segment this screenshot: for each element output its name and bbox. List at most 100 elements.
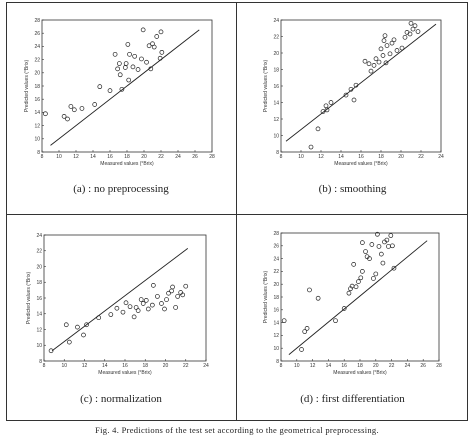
x-tick-label: 8 — [280, 154, 283, 160]
x-tick-label: 22 — [158, 154, 164, 160]
caption-c: (c) : normalization — [80, 393, 162, 405]
data-point — [399, 45, 405, 51]
y-tick-label: 14 — [273, 100, 279, 106]
data-point — [138, 297, 144, 302]
caption-d: (d) : first differentiation — [300, 393, 405, 405]
scatter-plot-c: 8 10 12 14 16 18 20 22 24 8 10 12 14 16 18 20 22 24 Measur… — [26, 233, 209, 376]
scatter-plot-a: 8 10 12 14 16 18 20 22 24 26 28 8 10 12 14 16 18 20 22 24 26… — [24, 18, 215, 167]
data-point — [353, 82, 359, 88]
data-point — [375, 231, 380, 237]
data-point — [348, 286, 353, 292]
data-point — [324, 107, 330, 113]
data-point — [170, 284, 175, 290]
data-point — [387, 51, 393, 57]
data-point — [116, 61, 122, 66]
scatter-plot-d: 8 10 12 14 16 18 20 22 24 26 28 8 10 12 14 16 18 20 22 24 26… — [263, 231, 442, 376]
data-point — [144, 59, 149, 65]
data-point — [143, 298, 149, 303]
y-tick-label: 24 — [34, 44, 40, 50]
panel-a: 8 10 12 14 16 18 20 22 24 26 28 8 10 12 14 16 18 20 22 24 26… — [6, 2, 236, 214]
data-point — [371, 63, 377, 68]
data-point — [151, 283, 156, 288]
data-point — [71, 107, 77, 113]
panel-d: 8 10 12 14 16 18 20 22 24 26 28 8 10 12 14 16 18 20 22 24 26… — [237, 215, 468, 421]
x-tick-label: 14 — [90, 154, 96, 160]
y-tick-label: 20 — [273, 51, 279, 57]
data-point — [155, 294, 160, 299]
data-point — [368, 68, 374, 74]
x-tick-label: 26 — [420, 363, 426, 369]
caption-b: (b) : smoothing — [318, 183, 387, 195]
data-point — [323, 103, 329, 109]
data-point — [149, 302, 155, 308]
x-tick-label: 18 — [124, 154, 130, 160]
y-tick-label: 10 — [273, 133, 279, 139]
data-point — [390, 243, 395, 249]
data-point — [151, 44, 157, 50]
y-tick-label: 20 — [36, 264, 42, 270]
data-point — [63, 322, 69, 328]
data-point — [391, 265, 397, 271]
x-tick-label: 18 — [378, 154, 384, 160]
data-point — [402, 34, 408, 40]
data-point — [145, 306, 151, 312]
data-point — [48, 348, 54, 354]
data-point — [378, 251, 384, 257]
x-tick-label: 14 — [102, 363, 108, 369]
y-tick-label: 28 — [273, 231, 279, 237]
x-tick-label: 24 — [405, 363, 411, 369]
x-tick-label: 26 — [192, 154, 198, 160]
y-axis-label: Predicted values (°Brix) — [263, 271, 269, 324]
data-point — [66, 339, 72, 345]
data-point — [162, 306, 167, 312]
x-tick-label: 12 — [310, 363, 316, 369]
data-point — [376, 244, 382, 249]
data-point — [408, 20, 414, 26]
data-point — [148, 66, 154, 72]
figure-frame — [6, 2, 468, 421]
data-point — [107, 88, 113, 93]
data-point — [376, 59, 382, 65]
data-point — [367, 256, 372, 261]
data-point — [362, 58, 368, 64]
data-point — [366, 61, 372, 67]
data-point — [130, 64, 136, 70]
y-axis-label: Predicted values (°Brix) — [263, 60, 269, 113]
data-point — [126, 77, 132, 83]
data-point — [363, 249, 368, 254]
data-point — [122, 65, 128, 70]
y-tick-label: 14 — [36, 312, 42, 318]
reference-line — [50, 29, 200, 146]
data-point — [140, 301, 146, 306]
data-point — [175, 294, 180, 299]
x-tick-label: 12 — [318, 154, 324, 160]
y-tick-label: 18 — [273, 295, 279, 301]
data-point — [328, 100, 334, 105]
y-tick-label: 12 — [273, 333, 279, 339]
data-point — [304, 326, 310, 331]
y-tick-label: 16 — [273, 308, 279, 314]
y-tick-label: 10 — [34, 137, 40, 143]
data-point — [388, 233, 394, 238]
data-point — [68, 104, 74, 109]
data-point — [299, 347, 304, 352]
y-tick-label: 18 — [36, 280, 42, 286]
data-point — [373, 56, 379, 62]
x-tick-label: 14 — [338, 154, 344, 160]
x-tick-label: 18 — [357, 363, 363, 369]
data-point — [183, 283, 189, 289]
y-tick-label: 20 — [273, 282, 279, 288]
data-point — [407, 31, 413, 37]
data-point — [173, 305, 178, 310]
data-point — [154, 34, 160, 39]
data-point — [159, 49, 165, 55]
data-point — [125, 42, 131, 47]
y-tick-label: 16 — [273, 84, 279, 90]
x-tick-label: 22 — [389, 363, 395, 369]
data-point — [373, 271, 379, 277]
data-point — [114, 305, 120, 311]
data-point — [320, 109, 326, 114]
x-axis-label: Measured values (°Brix) — [333, 370, 387, 376]
x-tick-label: 16 — [107, 154, 113, 160]
data-point — [378, 46, 384, 52]
